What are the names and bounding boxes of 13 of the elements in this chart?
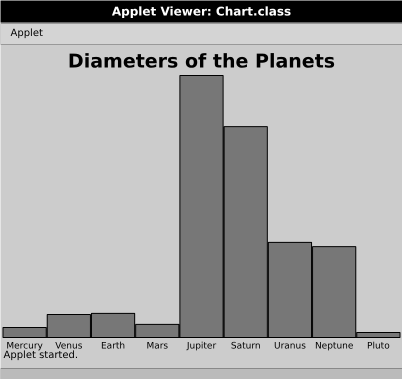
x-tick-label: Uranus	[274, 342, 306, 352]
text: Applet	[10, 28, 43, 39]
x-tick-label: Venus	[55, 342, 83, 352]
x-tick-label: Mars	[146, 342, 168, 352]
x-tick-label: Earth	[100, 342, 126, 352]
x-tick-label: Mercury	[6, 342, 44, 352]
chart-title: Diameters of the Planets	[68, 50, 336, 72]
x-tick-label: Jupiter	[186, 342, 216, 352]
x-tick-label: Pluto	[367, 342, 390, 352]
x-tick-label: Saturn	[230, 342, 261, 352]
text: Applet Viewer: Chart.class	[112, 4, 292, 18]
x-tick-label: Neptune	[314, 342, 354, 352]
text: Applet started.	[4, 350, 78, 361]
